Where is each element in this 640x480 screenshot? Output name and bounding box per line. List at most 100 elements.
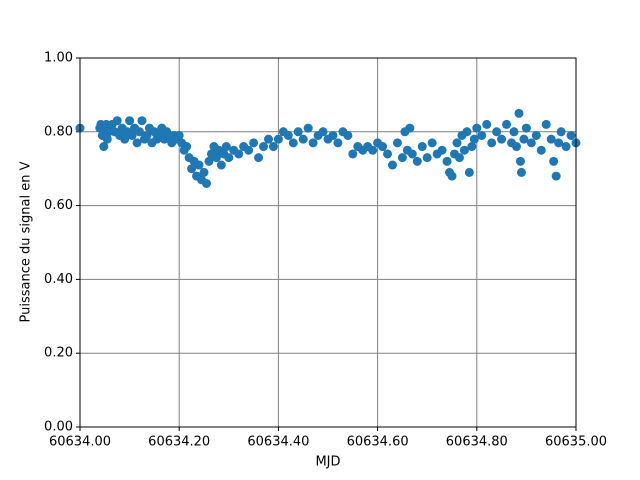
point xyxy=(417,142,427,152)
point xyxy=(201,178,211,188)
point xyxy=(187,164,197,174)
point xyxy=(519,134,529,144)
point xyxy=(135,127,145,137)
point xyxy=(477,130,487,140)
point xyxy=(392,138,402,148)
point xyxy=(546,134,556,144)
x-tick-label: 60634.80 xyxy=(446,435,508,450)
x-tick-label: 60634.00 xyxy=(49,435,111,450)
point xyxy=(328,130,338,140)
point xyxy=(259,142,269,152)
point xyxy=(125,116,135,126)
point xyxy=(454,153,464,163)
point xyxy=(487,138,497,148)
y-tick-label: 0.00 xyxy=(44,420,73,435)
point xyxy=(387,160,397,170)
x-tick-label: 60634.20 xyxy=(148,435,210,450)
point xyxy=(211,153,221,163)
x-axis-label: MJD xyxy=(315,455,340,470)
point xyxy=(521,123,531,133)
point xyxy=(308,138,318,148)
point xyxy=(397,153,407,163)
point xyxy=(263,134,273,144)
point xyxy=(244,145,254,155)
point xyxy=(348,149,358,159)
y-tick-label: 0.20 xyxy=(44,346,73,361)
point xyxy=(447,171,457,181)
x-tick-label: 60635.00 xyxy=(545,435,607,450)
point xyxy=(204,156,214,166)
point xyxy=(224,153,234,163)
point xyxy=(137,116,147,126)
point xyxy=(249,138,259,148)
point xyxy=(283,130,293,140)
point xyxy=(526,138,536,148)
point xyxy=(368,145,378,155)
point xyxy=(516,167,526,177)
y-tick-label: 0.80 xyxy=(44,124,73,139)
y-tick-label: 1.00 xyxy=(44,51,73,66)
point xyxy=(298,134,308,144)
point xyxy=(132,138,142,148)
point xyxy=(515,156,525,166)
point xyxy=(472,123,482,133)
point xyxy=(442,156,452,166)
x-tick-label: 60634.60 xyxy=(347,435,409,450)
point xyxy=(452,138,462,148)
point xyxy=(412,156,422,166)
x-tick-label: 60634.40 xyxy=(247,435,309,450)
point xyxy=(216,160,226,170)
point xyxy=(199,167,209,177)
point xyxy=(268,142,278,152)
point xyxy=(536,145,546,155)
point xyxy=(531,130,541,140)
point xyxy=(407,149,417,159)
point xyxy=(273,134,283,144)
point xyxy=(561,142,571,152)
point xyxy=(467,142,477,152)
point xyxy=(422,153,432,163)
point xyxy=(437,145,447,155)
point xyxy=(288,138,298,148)
point xyxy=(182,142,192,152)
y-tick-label: 0.60 xyxy=(44,198,73,213)
point xyxy=(405,123,415,133)
point xyxy=(554,138,564,148)
point xyxy=(427,138,437,148)
point xyxy=(383,149,393,159)
point xyxy=(459,145,469,155)
point xyxy=(556,127,566,137)
point xyxy=(221,142,231,152)
point xyxy=(566,130,576,140)
point xyxy=(254,153,264,163)
point xyxy=(551,171,561,181)
point xyxy=(120,134,130,144)
point xyxy=(318,127,328,137)
point xyxy=(464,167,474,177)
point xyxy=(174,130,184,140)
point xyxy=(194,160,204,170)
point xyxy=(142,130,152,140)
point xyxy=(333,138,343,148)
point xyxy=(502,119,512,129)
point xyxy=(497,134,507,144)
point xyxy=(482,119,492,129)
point xyxy=(293,127,303,137)
point xyxy=(462,127,472,137)
point xyxy=(549,156,559,166)
point xyxy=(511,142,521,152)
point xyxy=(343,130,353,140)
point xyxy=(514,108,524,118)
point xyxy=(469,134,479,144)
y-tick-label: 0.40 xyxy=(44,272,73,287)
point xyxy=(541,119,551,129)
point xyxy=(234,149,244,159)
point xyxy=(492,127,502,137)
point xyxy=(378,142,388,152)
point xyxy=(127,130,137,140)
point xyxy=(99,142,109,152)
plot-frame xyxy=(79,57,577,428)
y-axis-label: Puissance du signal en V xyxy=(19,161,34,322)
point xyxy=(112,116,122,126)
